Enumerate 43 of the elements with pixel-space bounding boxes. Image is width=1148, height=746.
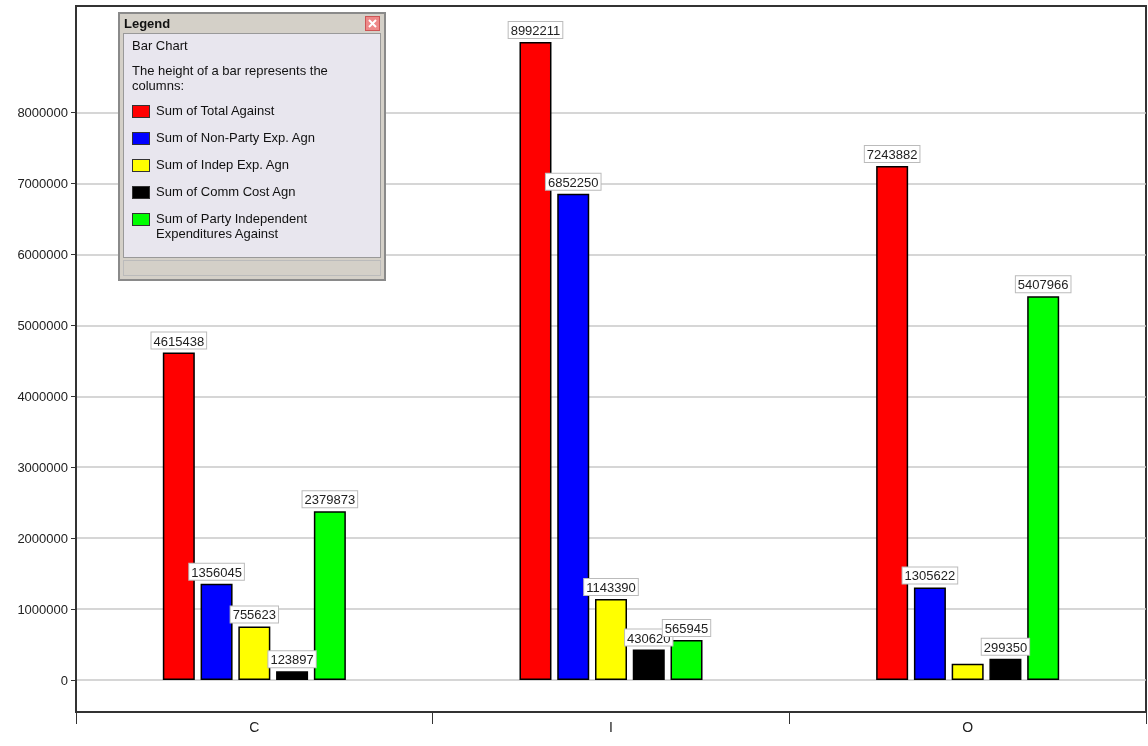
- y-tick-label: 5000000: [17, 317, 68, 333]
- data-label: 4615438: [153, 333, 205, 349]
- y-tick-label: 3000000: [17, 459, 68, 475]
- y-tick-label: 1000000: [17, 601, 68, 617]
- bar: [595, 598, 627, 681]
- data-label: 8992211: [510, 23, 561, 39]
- data-label: 7243882: [866, 147, 918, 163]
- legend-title: Legend: [124, 16, 171, 31]
- annotation: The height of a bar represents the columns:: [132, 63, 329, 93]
- data-label: 1143390: [586, 579, 636, 595]
- data-label: 755623: [232, 607, 277, 623]
- data-label: 1356045: [191, 564, 242, 580]
- y-tick-label: 2000000: [17, 530, 68, 546]
- data-label: 123897: [270, 652, 314, 668]
- bar: [313, 511, 346, 681]
- legend-label: Sum of Total Against: [156, 103, 275, 118]
- y-tick-label: 0: [60, 672, 68, 688]
- data-label: 6852250: [547, 174, 599, 190]
- bar: [238, 626, 271, 681]
- bar: [913, 587, 946, 681]
- legend-label: Sum of Non-Party Exp. Agn: [156, 130, 315, 145]
- annotation: Bar Chart: [132, 38, 189, 53]
- bar: [1027, 296, 1060, 681]
- bar: [989, 658, 1022, 681]
- data-label: 299350: [983, 639, 1028, 655]
- data-label: 2379873: [304, 492, 356, 508]
- bar: [951, 663, 984, 681]
- legend-label: Sum of Party Independent Expenditures Against: [156, 211, 309, 241]
- bar: [276, 671, 309, 681]
- legend-label: Sum of Comm Cost Agn: [156, 184, 296, 199]
- bar: [632, 649, 665, 681]
- data-label: 1305622: [904, 568, 956, 584]
- y-tick-label: 7000000: [17, 175, 68, 191]
- y-tick-label: 6000000: [17, 246, 68, 262]
- y-tick-label: 4000000: [17, 388, 68, 404]
- bar: [200, 583, 233, 681]
- legend-label: Sum of Indep Exp. Agn: [156, 157, 289, 172]
- x-tick-label: C: [249, 719, 260, 735]
- data-label: 5407966: [1017, 277, 1069, 293]
- x-tick-label: I: [609, 719, 613, 735]
- bar: [670, 639, 703, 681]
- y-tick-label: 8000000: [17, 104, 68, 120]
- x-tick-label: O: [962, 719, 974, 735]
